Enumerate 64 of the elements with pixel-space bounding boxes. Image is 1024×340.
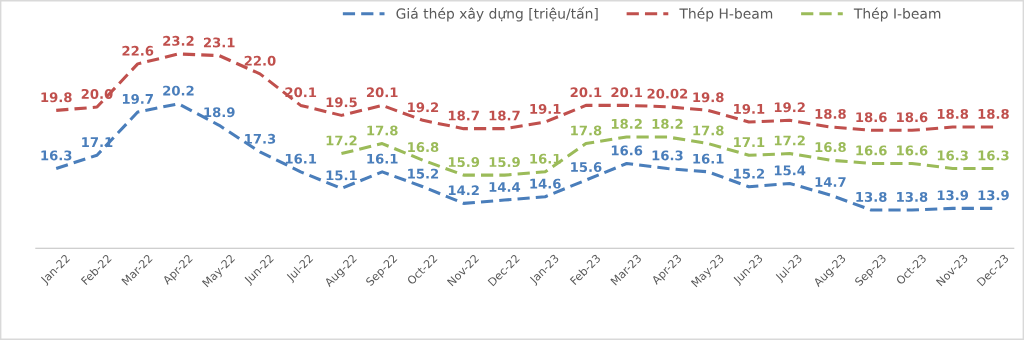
data-label: 16.6 (611, 145, 643, 156)
data-label: 14.2 (448, 185, 479, 196)
data-label: 19.1 (530, 103, 561, 114)
data-label: 18.6 (856, 112, 887, 123)
data-label: 17.3 (245, 133, 276, 144)
data-label: 14.7 (815, 177, 846, 187)
data-label: 18.7 (489, 110, 520, 121)
data-label: 19.1 (734, 103, 765, 114)
data-label: 13.9 (937, 190, 969, 201)
data-label: 15.2 (734, 168, 765, 179)
data-label: 16.3 (41, 150, 72, 161)
legend-label: Giá thép xây dựng [triệu/tấn] (396, 6, 598, 22)
data-label: 16.8 (408, 142, 439, 153)
data-label: 16.3 (937, 150, 968, 161)
data-label: 18.8 (815, 108, 846, 119)
data-label: 14.4 (489, 182, 521, 192)
data-label: 17.8 (571, 125, 602, 136)
data-label: 15.1 (326, 170, 357, 181)
data-label: 20.1 (366, 87, 398, 98)
data-label: 15.2 (408, 168, 439, 179)
data-label: 13.8 (856, 191, 887, 202)
data-label: 16.1 (367, 153, 398, 164)
data-label: 19.5 (326, 97, 357, 108)
data-label: 22.0 (244, 55, 276, 66)
data-label: 15.4 (774, 165, 806, 176)
data-label: 20.1 (611, 87, 643, 98)
data-label: 18.9 (204, 107, 235, 118)
data-label: 15.9 (448, 157, 480, 168)
data-label: 17.2 (326, 135, 357, 146)
data-label: 19.2 (774, 102, 805, 113)
data-label: 13.8 (897, 191, 928, 202)
data-label: 16.3 (652, 150, 683, 161)
data-label: 23.1 (203, 37, 235, 48)
data-label: 19.8 (41, 92, 72, 103)
data-label: 18.6 (897, 112, 928, 123)
data-label: 16.1 (285, 153, 317, 164)
legend-label: Thép H-beam (679, 7, 773, 22)
data-label: 17.8 (367, 125, 398, 136)
legend-label: Thép I-beam (853, 7, 941, 22)
data-label: 16.3 (978, 150, 1009, 161)
data-label: 20.02 (647, 88, 688, 99)
data-label: 14.6 (530, 178, 561, 189)
data-label: 20.2 (163, 85, 194, 96)
data-label: 15.6 (571, 162, 602, 173)
data-label: 16.6 (856, 145, 887, 156)
data-label: 17.1 (734, 137, 765, 147)
data-label: 16.1 (693, 153, 724, 164)
data-label: 16.6 (897, 145, 928, 156)
data-label: 23.2 (163, 35, 194, 46)
data-label: 15.9 (489, 157, 520, 168)
data-label: 20.1 (570, 87, 602, 98)
data-label: 18.2 (652, 118, 683, 129)
data-label: 18.8 (978, 108, 1009, 119)
data-label: 16.8 (815, 142, 846, 153)
data-label: 19.7 (122, 93, 153, 104)
data-label: 18.2 (611, 118, 642, 129)
data-label: 19.2 (408, 102, 439, 113)
data-label: 18.8 (937, 108, 969, 119)
data-label: 17.2 (774, 135, 805, 146)
data-label: 22.6 (122, 45, 154, 56)
data-label: 18.7 (448, 110, 479, 121)
data-label: 17.8 (693, 125, 724, 136)
data-label: 19.8 (693, 92, 724, 103)
data-label: 13.9 (978, 190, 1009, 201)
